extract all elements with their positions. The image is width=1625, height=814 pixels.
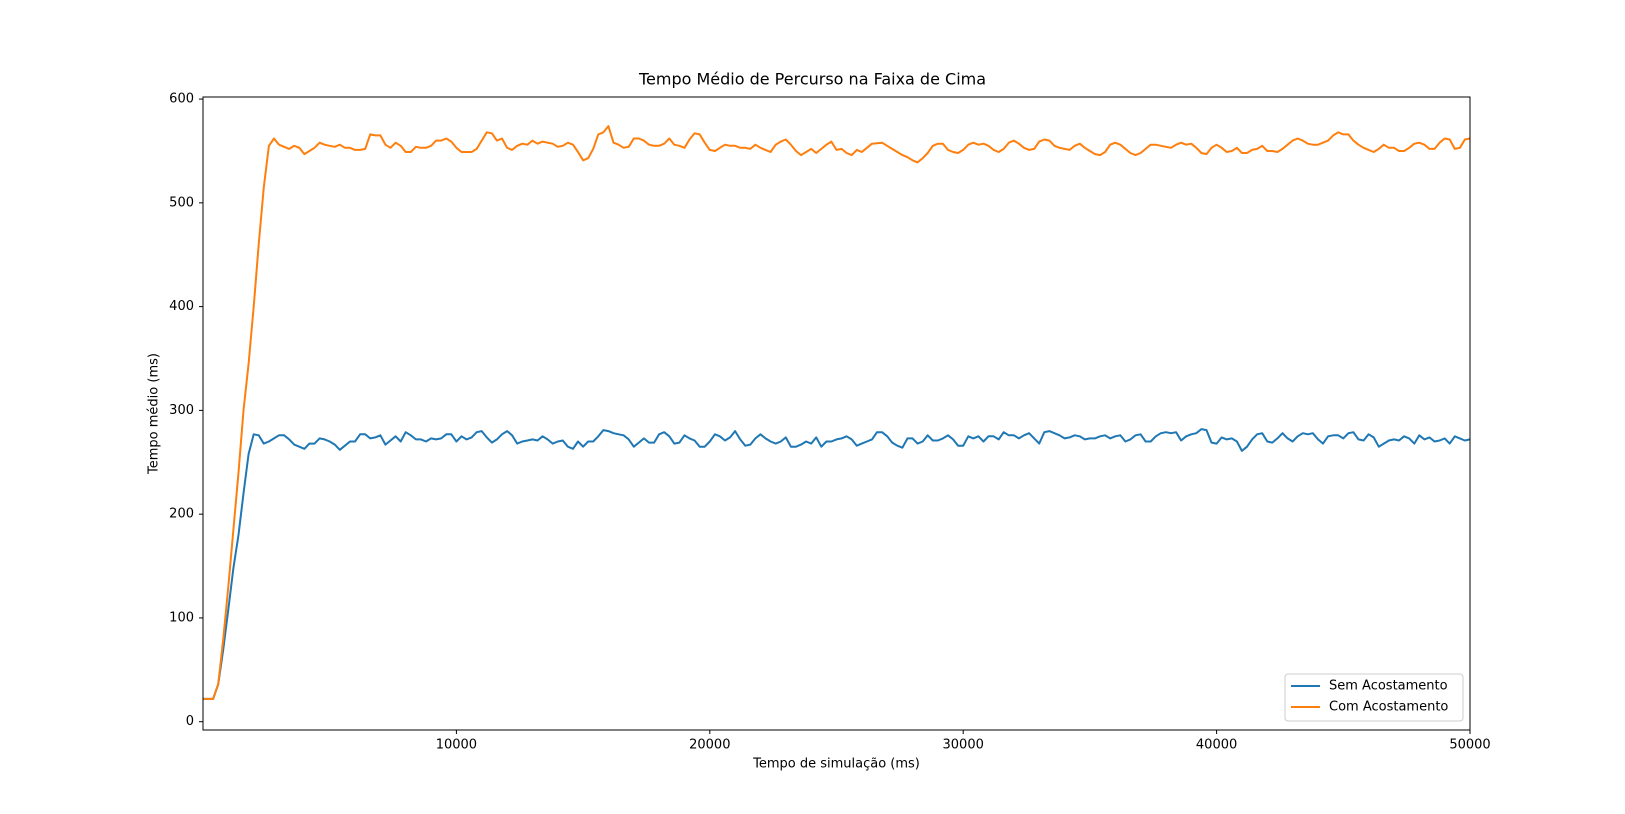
y-tick-label: 400 (169, 299, 194, 314)
y-tick-label: 500 (169, 195, 194, 210)
x-axis: 10000 20000 30000 40000 50000 (436, 730, 1491, 753)
series-line-com-acostamento (203, 125, 1470, 700)
legend-box (1284, 673, 1464, 722)
legend-label-sem-acostamento: Sem Acostamento (1329, 679, 1448, 694)
x-axis-label: Tempo de simulação (ms) (752, 757, 920, 772)
y-axis: 0 100 200 300 400 500 600 (169, 92, 203, 729)
y-tick-label: 0 (186, 714, 194, 729)
y-tick-label: 300 (169, 403, 194, 418)
y-tick-label: 600 (169, 92, 194, 107)
y-tick-label: 200 (169, 507, 194, 522)
x-tick-label: 10000 (436, 738, 477, 753)
chart-title: Tempo Médio de Percurso na Faixa de Cima (638, 70, 986, 89)
legend-label-com-acostamento: Com Acostamento (1329, 700, 1448, 715)
x-tick-label: 50000 (1449, 738, 1490, 753)
y-tick-label: 100 (169, 610, 194, 625)
x-tick-label: 30000 (943, 738, 984, 753)
series-layer (203, 125, 1470, 700)
x-tick-label: 20000 (689, 738, 730, 753)
y-axis-label: Tempo médio (ms) (147, 353, 162, 475)
plot-frame (202, 96, 1471, 731)
x-tick-label: 40000 (1196, 738, 1237, 753)
legend: Sem Acostamento Com Acostamento (1284, 673, 1464, 722)
series-line-sem-acostamento (203, 428, 1470, 700)
